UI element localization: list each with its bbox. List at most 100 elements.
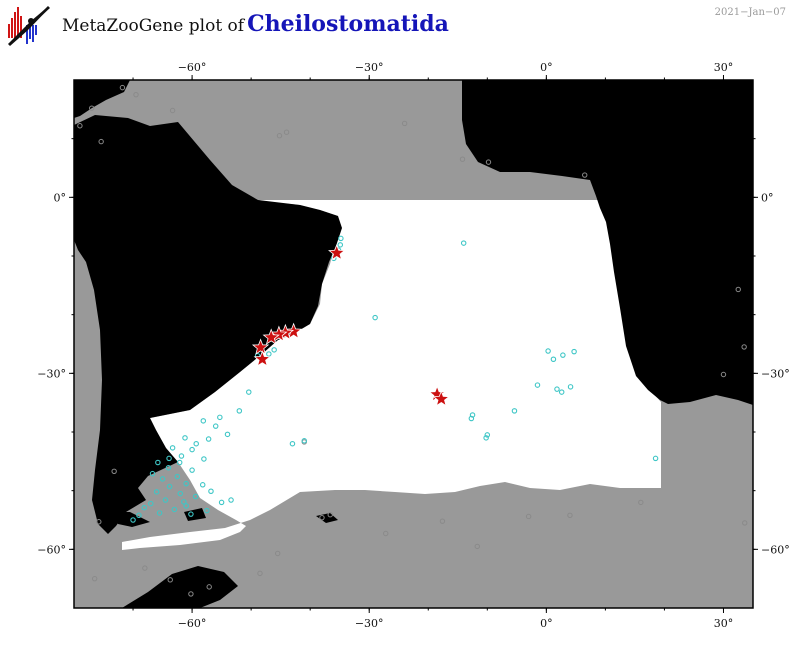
taxon-record-star [262, 328, 280, 345]
all-records-layer [77, 84, 748, 597]
station-marker [182, 435, 188, 441]
station-marker [550, 356, 557, 363]
station-marker [558, 389, 565, 395]
station-marker [130, 517, 136, 523]
station-marker [545, 348, 551, 354]
station-marker [337, 242, 344, 248]
station-marker [338, 235, 344, 242]
all-record-marker [77, 123, 83, 129]
station-marker [554, 386, 560, 392]
all-record-marker [485, 159, 492, 165]
station-marker [183, 503, 189, 509]
station-marker [162, 497, 169, 503]
africa [462, 80, 753, 405]
station-marker [183, 480, 189, 487]
lon-label-bottom: 0° [540, 617, 553, 630]
taxon-record-star [251, 338, 270, 355]
all-record-marker [169, 107, 176, 114]
taxon-record-star [328, 243, 346, 261]
station-marker [212, 423, 219, 429]
plot-date: 2021−Jan−07 [714, 7, 786, 18]
all-record-marker [89, 105, 95, 111]
lat-label-left: 0° [54, 191, 67, 204]
taxon-record-star [432, 389, 450, 407]
station-marker [165, 465, 172, 471]
all-record-marker [276, 133, 283, 139]
station-marker [192, 493, 199, 500]
station-marker [178, 453, 185, 459]
taxon-record-star [270, 325, 288, 343]
all-record-marker [327, 512, 333, 518]
taxon-name: Cheilostomatida [247, 11, 449, 37]
all-record-marker [474, 543, 480, 550]
all-record-marker [401, 120, 408, 127]
all-record-marker [98, 138, 104, 145]
lon-label-top: −60° [178, 61, 207, 74]
all-record-marker [525, 513, 532, 520]
station-marker [301, 438, 308, 444]
station-marker [155, 459, 161, 466]
station-marker [189, 467, 195, 473]
central-america [74, 80, 130, 118]
station-marker [200, 418, 207, 424]
logo-copepod-head [28, 18, 34, 24]
taxon-record-star [284, 322, 303, 340]
lat-label-right: −30° [761, 367, 790, 380]
all-record-marker [133, 91, 139, 98]
station-marker [266, 351, 272, 357]
taxon-record-star [253, 350, 272, 367]
lon-label-bottom: −30° [355, 617, 384, 630]
taxon-records-layer [251, 243, 450, 407]
south-america [74, 115, 342, 534]
lat-label-right: 0° [761, 191, 774, 204]
station-marker [217, 414, 223, 421]
metazoogene-logo [8, 6, 50, 46]
station-marker [156, 510, 163, 516]
antarctic-peninsula [122, 566, 238, 608]
station-marker [224, 431, 231, 438]
station-marker [560, 352, 566, 358]
all-record-marker [167, 577, 173, 583]
land-masses [74, 80, 753, 608]
station-marker [271, 347, 277, 353]
lon-label-bottom: −60° [178, 617, 207, 630]
all-record-marker [741, 344, 747, 350]
station-marker [153, 489, 160, 495]
logo-copepod-silhouette [8, 6, 50, 46]
lat-label-left: −30° [37, 367, 66, 380]
madagascar [746, 296, 753, 348]
falkland-islands [184, 508, 206, 521]
page-title: MetaZooGene plot of Cheilostomatida [62, 11, 449, 37]
station-marker [652, 455, 659, 462]
all-record-marker [142, 565, 148, 571]
station-marker [205, 436, 212, 442]
station-marker [511, 408, 518, 414]
lon-label-top: 0° [540, 61, 553, 74]
station-marker [166, 455, 172, 462]
station-marker [483, 435, 489, 441]
station-marker [177, 490, 184, 497]
station-marker [534, 382, 541, 388]
station-marker [193, 440, 199, 447]
station-marker [174, 473, 181, 480]
station-marker [236, 408, 243, 414]
station-marker [189, 446, 195, 453]
station-marker [181, 499, 187, 505]
station-marker [188, 511, 194, 517]
all-record-marker [188, 591, 194, 597]
all-record-marker [720, 371, 727, 378]
station-marker [571, 348, 577, 355]
station-marker [166, 483, 173, 490]
station-marker [228, 497, 234, 503]
lat-label-left: −60° [37, 543, 66, 556]
station-marker [149, 470, 156, 477]
station-marker [169, 445, 176, 451]
station-marker [460, 240, 467, 246]
station-marker [201, 456, 207, 462]
all-record-marker [567, 512, 573, 519]
logo-red-bars [8, 7, 22, 38]
station-marker [141, 504, 148, 511]
all-record-marker [459, 156, 466, 162]
all-record-marker [257, 570, 263, 577]
